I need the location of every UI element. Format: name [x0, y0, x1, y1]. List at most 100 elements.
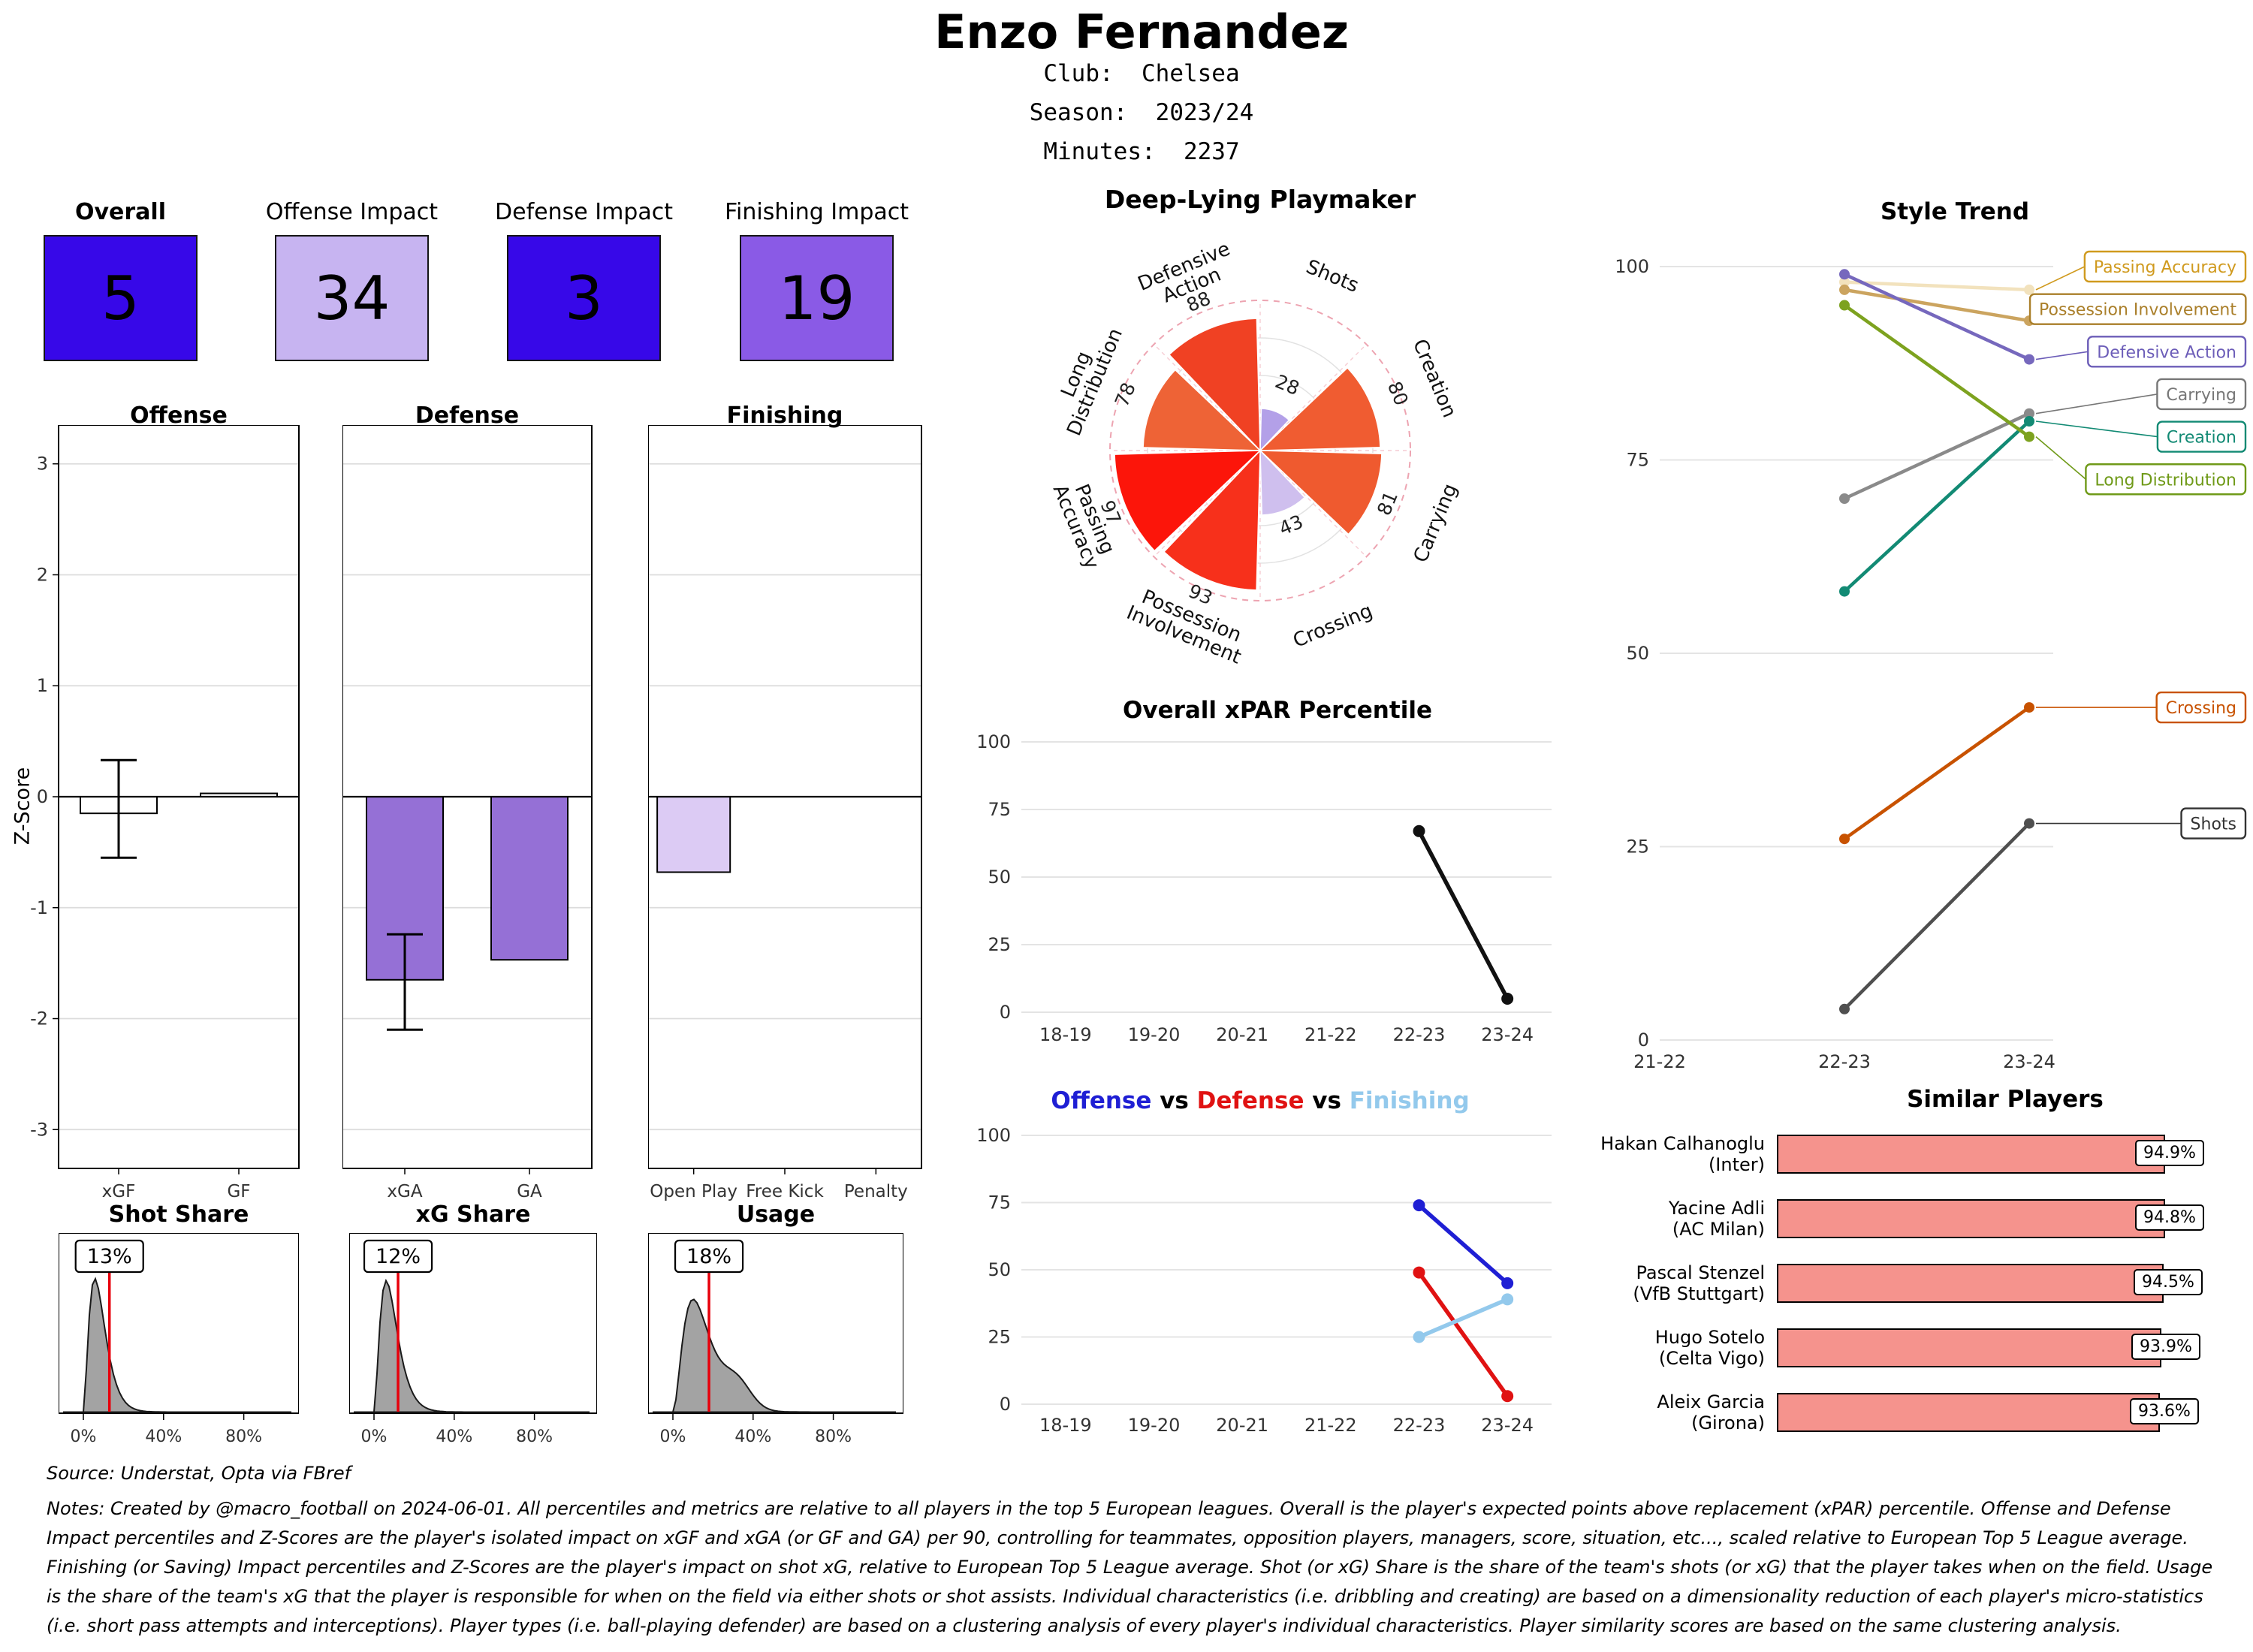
ovd-title-part: vs — [1151, 1087, 1197, 1114]
similarity-value-badge: 93.9% — [2131, 1334, 2200, 1360]
methodology-notes: Notes: Created by @macro_football on 202… — [47, 1498, 2213, 1636]
y-tick-label: 1 — [37, 675, 48, 696]
panel-border — [342, 425, 593, 1169]
radar-wedge-carrying — [1259, 450, 1383, 535]
point-long-distribution — [1839, 300, 1850, 311]
radar-wedge-shots — [1259, 408, 1290, 452]
finishing-zscore-chart: Open Play Free Kick Penalty — [648, 425, 922, 1201]
panel-border — [648, 425, 922, 1169]
series-label-box-possession-involvement — [2028, 293, 2247, 325]
x-tick-label: 20-21 — [1216, 1024, 1268, 1045]
line-long-distribution — [1843, 303, 2031, 439]
point-long-distribution — [2024, 431, 2034, 442]
similarity-value-badge: 94.5% — [2134, 1269, 2203, 1295]
series-label-crossing: Crossing — [2166, 699, 2236, 718]
y-tick-label: 75 — [988, 799, 1011, 820]
shot-share-chart: 13% 0% 40% 80% — [59, 1233, 299, 1446]
series-label-box-long-distribution — [2085, 463, 2247, 496]
series-label-box-carrying — [2156, 378, 2247, 411]
line-offense — [1417, 1204, 1510, 1285]
line-carrying — [1844, 411, 2030, 501]
point-passing-accuracy — [1839, 276, 1850, 288]
x-tick-label: 20-21 — [1216, 1415, 1268, 1436]
x-tick-label: 0% — [361, 1427, 388, 1446]
value-badge-label: 12% — [376, 1245, 421, 1268]
similar-player-row: Hugo Sotelo (Celta Vigo) 93.9% — [1566, 1316, 2249, 1380]
similarity-bar-track: 93.9% — [1777, 1328, 2209, 1367]
season-line: Season: 2023/24 — [1029, 99, 1254, 126]
label-connector — [2035, 393, 2158, 415]
point-passing-accuracy — [2024, 284, 2034, 295]
polar-spoke — [1154, 450, 1261, 557]
similarity-bar-track: 94.8% — [1777, 1199, 2209, 1238]
x-tick-label: 80% — [815, 1427, 852, 1446]
player-club-text: (Girona) — [1691, 1412, 1765, 1433]
radar-value-crossing: 43 — [1276, 511, 1306, 540]
point-defense — [1413, 1266, 1425, 1279]
point-carrying — [1839, 493, 1850, 504]
player-name-text: Hugo Sotelo — [1654, 1327, 1765, 1348]
impact-badge-offense-impact: Offense Impact 34 — [266, 199, 438, 361]
similar-player-row: Aleix Garcia (Girona) 93.6% — [1566, 1380, 2249, 1445]
x-tick-label: 22-23 — [1393, 1024, 1446, 1045]
radar-wedge-crossing — [1259, 449, 1306, 516]
y-tick-label: 0 — [1000, 1394, 1011, 1415]
series-label-shots: Shots — [2191, 815, 2236, 834]
similarity-bar-track: 94.5% — [1777, 1264, 2209, 1303]
similarity-bar — [1777, 1199, 2165, 1238]
polar-spoke — [1259, 344, 1367, 451]
player-name-text: Pascal Stenzel — [1636, 1262, 1765, 1283]
ovd-title-part: Defense — [1196, 1087, 1304, 1114]
radar-wedge-creation — [1259, 366, 1381, 451]
y-tick-label: 50 — [988, 867, 1011, 888]
player-type-radar-chart: 28 80814393977888ShotsCreationCarryingCro… — [1044, 237, 1462, 668]
point-crossing — [2024, 702, 2034, 713]
y-tick-label: 25 — [988, 934, 1011, 955]
line-overall-xpar-percentile — [1417, 830, 1510, 1000]
point-defense — [1501, 1390, 1514, 1403]
line-crossing — [1843, 706, 2031, 841]
series-label-carrying: Carrying — [2166, 386, 2236, 405]
x-tick-label: 40% — [436, 1427, 472, 1446]
x-tick-label: 0% — [71, 1427, 97, 1446]
tspan: Carrying — [1410, 481, 1462, 566]
label-connector — [2035, 436, 2086, 480]
series-label-passing-accuracy: Passing Accuracy — [2094, 258, 2236, 277]
y-tick-label: 75 — [1626, 450, 1649, 471]
density-curve — [354, 1278, 590, 1413]
point-finishing — [1501, 1293, 1514, 1306]
x-tick-label: 19-20 — [1128, 1024, 1181, 1045]
similar-players-list: Hakan Calhanoglu (Inter) 94.9% Yacine Adli(… — [1566, 1122, 2249, 1445]
source-note: Source: Understat, Opta via FBref — [47, 1463, 351, 1484]
x-tick-label: xGA — [387, 1182, 422, 1201]
y-tick-label: 100 — [976, 731, 1011, 752]
y-tick-label: 2 — [37, 564, 48, 585]
usage-title: Usage — [736, 1201, 816, 1228]
value-badge — [674, 1239, 744, 1274]
tspan: Crossing — [1290, 600, 1376, 653]
radar-axis-label-long-distribution: LongDistribution — [1044, 318, 1127, 439]
x-tick-label: 80% — [225, 1427, 262, 1446]
similar-player-row: Yacine Adli (AC Milan) 94.8% — [1566, 1186, 2249, 1251]
impact-badge-overall: Overall 5 — [44, 199, 198, 361]
y-tick-label: 50 — [1626, 643, 1649, 664]
x-tick-label: 0% — [660, 1427, 686, 1446]
ovd-title-part: Finishing — [1349, 1087, 1470, 1114]
x-tick-label: Free Kick — [746, 1182, 824, 1201]
line-possession-involvement — [1844, 288, 2030, 323]
line-passing-accuracy — [1844, 280, 2030, 292]
label-connector — [2035, 266, 2086, 291]
y-tick-label: -2 — [30, 1008, 48, 1029]
point-shots — [2024, 818, 2034, 829]
radar-wedge-possession-involvement — [1163, 449, 1261, 591]
line-finishing — [1418, 1297, 1509, 1340]
xg-share-chart: 12% 0% 40% 80% — [349, 1233, 597, 1446]
x-tick-label: 19-20 — [1128, 1415, 1181, 1436]
y-tick-label: 0 — [1638, 1029, 1649, 1051]
ovd-title: Offense vs Defense vs Finishing — [1035, 1087, 1485, 1114]
badge-label: Overall — [74, 199, 166, 225]
y-tick-label: 75 — [988, 1192, 1011, 1213]
radar-wedge-defensive-action — [1168, 318, 1261, 452]
x-tick-label: 22-23 — [1393, 1415, 1446, 1436]
tspan: Shots — [1303, 255, 1362, 297]
